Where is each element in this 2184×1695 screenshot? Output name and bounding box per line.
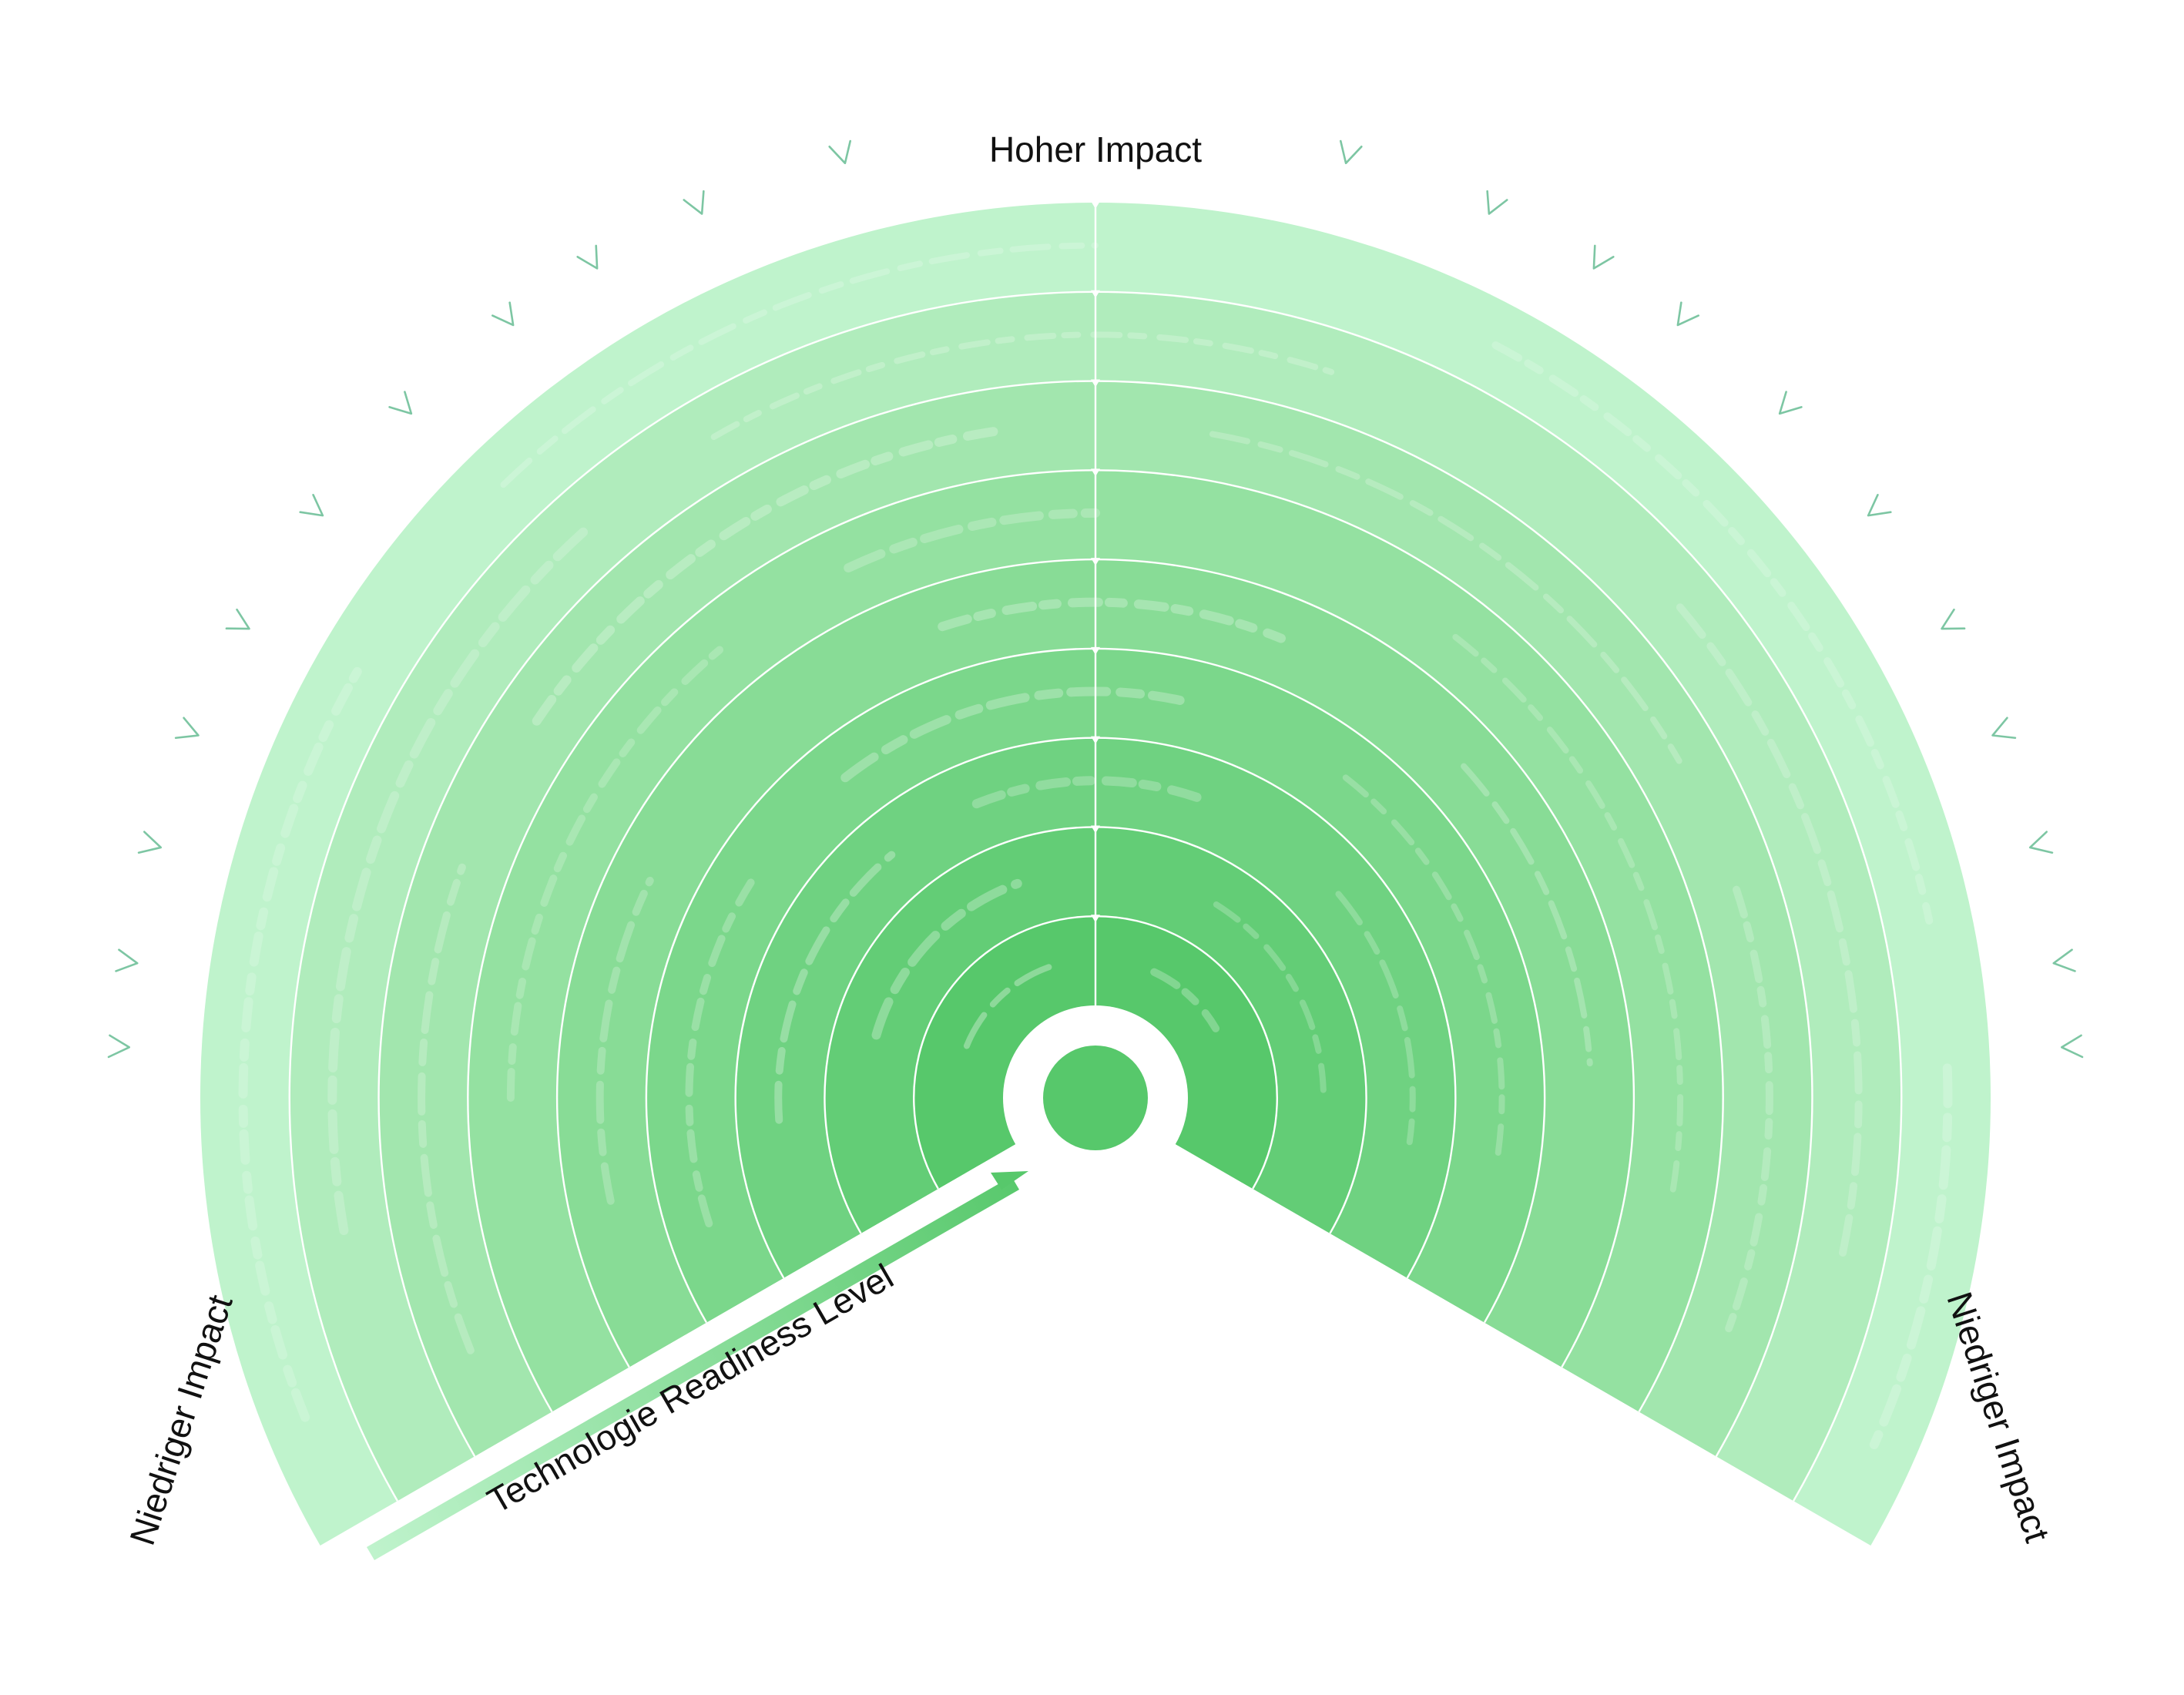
ring-texture xyxy=(871,878,1022,1040)
ring-texture xyxy=(1725,885,1773,1333)
chevrons xyxy=(107,139,2084,1059)
ring-arrow-icon xyxy=(1091,290,1100,298)
chevron-icon xyxy=(491,301,515,327)
chevron-icon xyxy=(388,391,413,415)
ring-texture xyxy=(532,425,1007,726)
ring-texture xyxy=(595,876,654,1205)
chevron-icon xyxy=(2052,948,2076,972)
chevron-icon xyxy=(1991,717,2017,740)
center-core xyxy=(1003,1005,1188,1190)
ring-texture xyxy=(1342,774,1505,1158)
chevron-icon xyxy=(576,244,599,270)
chevron-icon xyxy=(137,831,163,854)
ring-texture xyxy=(500,242,1099,488)
chevron-icon xyxy=(115,948,139,972)
ring-arrow-icon xyxy=(1091,736,1100,744)
ring-texture xyxy=(971,776,1209,809)
ring-texture xyxy=(685,878,755,1228)
ring-texture xyxy=(1461,763,1593,1067)
ring-dividers xyxy=(288,201,1903,1502)
chevron-icon xyxy=(828,139,852,165)
ring-texture xyxy=(506,646,724,1102)
center-circle xyxy=(1043,1046,1148,1150)
chevron-icon xyxy=(2060,1034,2084,1059)
ring-texture xyxy=(1491,341,1934,925)
ring-arrow-icon xyxy=(1091,558,1100,566)
ring-texture xyxy=(1452,633,1684,1203)
ring-texture xyxy=(1150,968,1220,1032)
chevron-icon xyxy=(1592,244,1615,270)
ring-texture xyxy=(844,508,1100,573)
ring-texture xyxy=(774,851,896,1124)
ring-texture xyxy=(1869,1063,1953,1450)
chevron-icon xyxy=(2028,831,2054,854)
ring-texture xyxy=(1213,901,1327,1093)
ring-texture xyxy=(710,331,1335,441)
ring-texture xyxy=(840,686,1185,783)
ring-texture xyxy=(418,863,475,1354)
ring-texture xyxy=(238,666,362,1422)
ring-arrow-icon xyxy=(1091,825,1100,834)
chevron-icon xyxy=(107,1034,131,1059)
chevron-icon xyxy=(299,493,324,517)
chevron-icon xyxy=(1867,493,1892,517)
trl-axis-bar xyxy=(367,1176,1019,1560)
left-label: Niedriger Impact xyxy=(122,1290,240,1549)
right-label: Niedriger Impact xyxy=(1939,1287,2058,1547)
ring-textures xyxy=(238,242,1953,1450)
chevron-icon xyxy=(1676,301,1700,327)
ring-texture xyxy=(1676,603,1863,1260)
ring-arrow-icon xyxy=(1091,201,1100,209)
ring-texture xyxy=(963,962,1056,1049)
ring-texture xyxy=(1209,431,1682,764)
chevron-icon xyxy=(174,717,200,740)
ring-texture xyxy=(327,525,590,1236)
chevron-icon xyxy=(1339,139,1363,165)
arrow-right-icon xyxy=(991,1171,1028,1190)
ring-arrow-icon xyxy=(1091,646,1100,655)
ring-arrow-icon xyxy=(1091,468,1100,477)
ring-arrow-icon xyxy=(1091,915,1100,923)
ring-arrow-icon xyxy=(1091,379,1100,388)
chevron-icon xyxy=(683,190,705,215)
ring-texture xyxy=(938,597,1286,643)
ring-texture xyxy=(1335,891,1416,1146)
chevron-icon xyxy=(225,608,250,630)
top-label: Hoher Impact xyxy=(989,129,1202,170)
trl-axis xyxy=(367,1171,1028,1560)
chevron-icon xyxy=(1941,608,1966,630)
chevron-icon xyxy=(1778,391,1803,415)
chevron-icon xyxy=(1486,190,1508,215)
